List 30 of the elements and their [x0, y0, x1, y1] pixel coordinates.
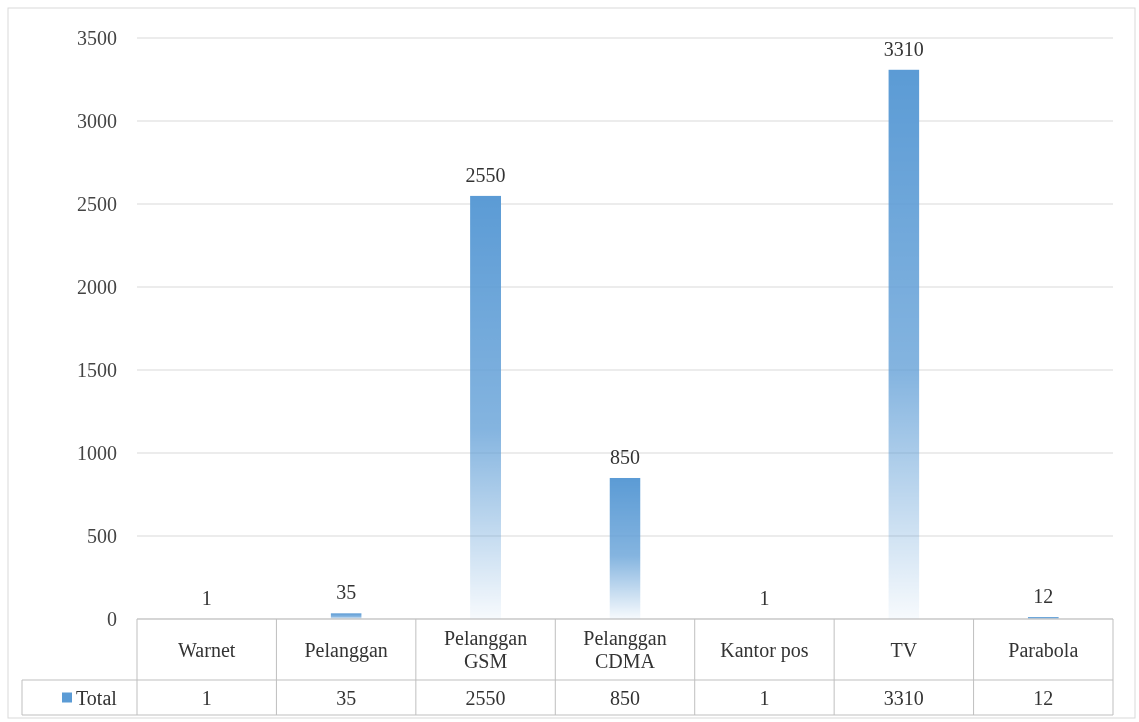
annotation: 35: [336, 581, 357, 604]
data-label: 2550: [465, 686, 506, 709]
data-label: 1: [201, 686, 212, 709]
x-tick-label: Parabola: [1008, 638, 1079, 661]
data-label: 12: [1033, 686, 1054, 709]
x-tick-label: Pelanggan CDMA: [583, 627, 667, 672]
y-tick-label: 2000: [77, 276, 117, 298]
data-label: 850: [610, 686, 640, 709]
y-tick-label: 0: [107, 608, 117, 630]
x-tick-label: Warnet: [178, 638, 236, 661]
y-tick-label: 3000: [77, 110, 117, 132]
data-label: 1: [759, 686, 770, 709]
x-tick-label: TV: [890, 638, 918, 661]
x-tick-label: Kantor pos: [720, 638, 809, 662]
annotation: 1: [759, 586, 770, 609]
annotation: 3310: [883, 37, 924, 60]
y-tick-label: 2500: [77, 193, 117, 215]
y-tick-label: 1500: [77, 359, 117, 381]
x-tick-label: Pelanggan: [304, 638, 388, 662]
x-tick-label: Pelanggan GSM: [443, 627, 528, 672]
annotation: 12: [1033, 585, 1054, 608]
annotation: 850: [610, 445, 640, 468]
y-tick-label: 1000: [77, 442, 117, 464]
annotation: 1: [201, 586, 212, 609]
legend-label: Total: [76, 686, 118, 709]
y-tick-label: 3500: [77, 27, 117, 49]
data-label: 3310: [883, 686, 924, 709]
y-tick-label: 500: [87, 525, 117, 547]
annotation: 2550: [465, 163, 506, 186]
data-label: 35: [336, 686, 357, 709]
